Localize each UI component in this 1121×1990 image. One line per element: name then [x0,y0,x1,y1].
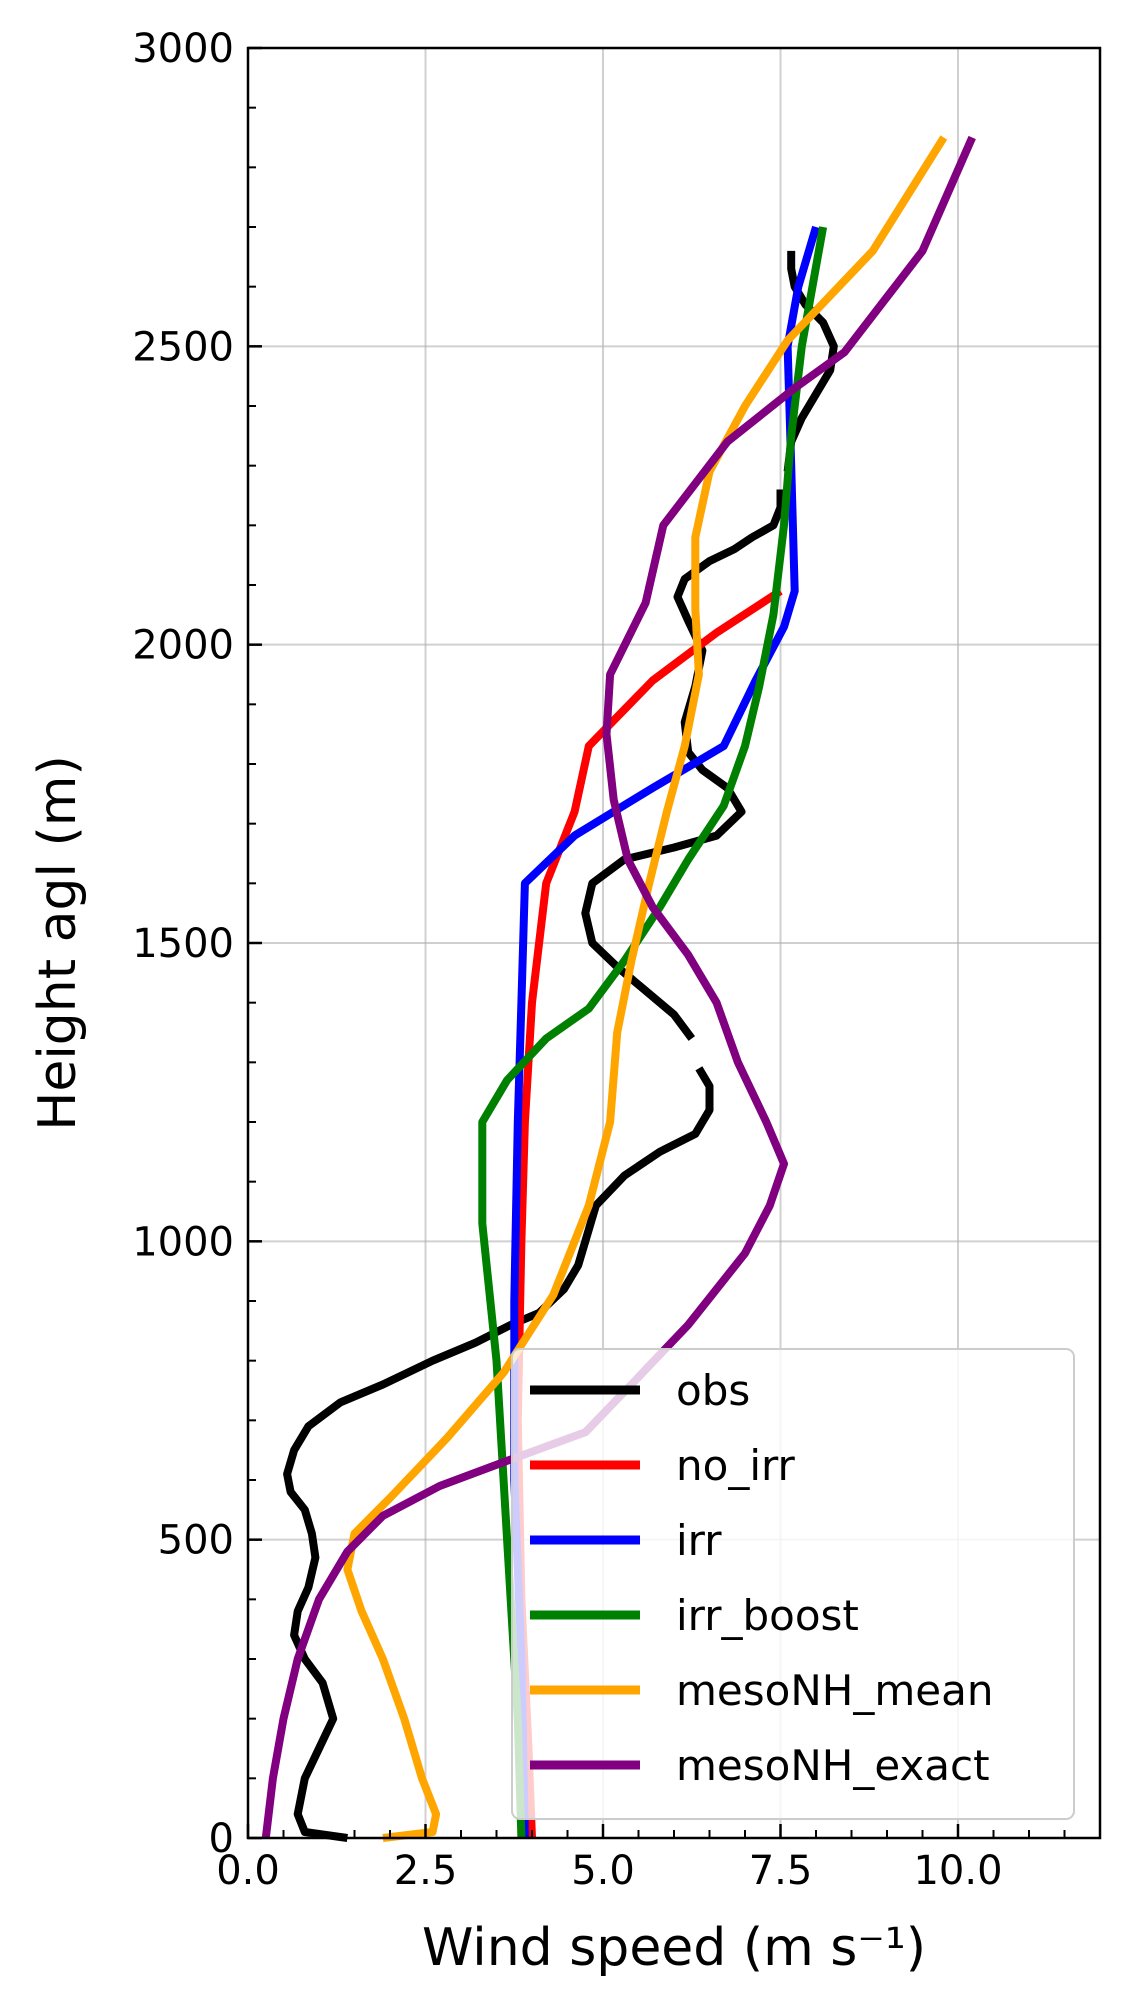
legend-label-obs: obs [676,1366,750,1415]
series-line-obs [283,1066,714,1842]
y-tick-label: 3000 [132,26,234,72]
y-tick-label: 1000 [132,1219,234,1265]
x-tick-label: 2.5 [394,1848,458,1894]
series-line-obs [783,250,838,473]
series-line-irr_boost [478,226,828,1839]
legend-label-mesoNH_exact: mesoNH_exact [676,1741,990,1790]
plot-frame [246,46,1102,1840]
legend-label-no_irr: no_irr [676,1441,796,1490]
series-line-mesoNH_exact [261,135,976,1839]
series-line-mesoNH_mean [343,135,948,1842]
x-axis-title: Wind speed (m s⁻¹) [422,1918,926,1978]
y-tick-label: 1500 [132,921,234,967]
legend-label-irr_boost: irr_boost [676,1591,859,1640]
x-tick-label: 10.0 [913,1848,1002,1894]
y-axis-title: Height agl (m) [28,755,88,1131]
y-tick-label: 2000 [132,623,234,669]
y-tick-label: 500 [158,1518,234,1564]
y-tick-label: 0 [209,1816,234,1862]
legend-box [511,1348,1075,1820]
legend-label-mesoNH_mean: mesoNH_mean [676,1666,993,1715]
x-tick-label: 0.0 [216,1848,280,1894]
x-tick-label: 7.5 [749,1848,813,1894]
y-tick-label: 2500 [132,324,234,370]
x-tick-label: 5.0 [571,1848,635,1894]
tick-labels: 0.0 2.5 5.0 7.5 10.0 0 500 1000 1500 2000 2500 3000 [132,26,1002,1894]
legend-label-irr: irr [676,1516,722,1565]
